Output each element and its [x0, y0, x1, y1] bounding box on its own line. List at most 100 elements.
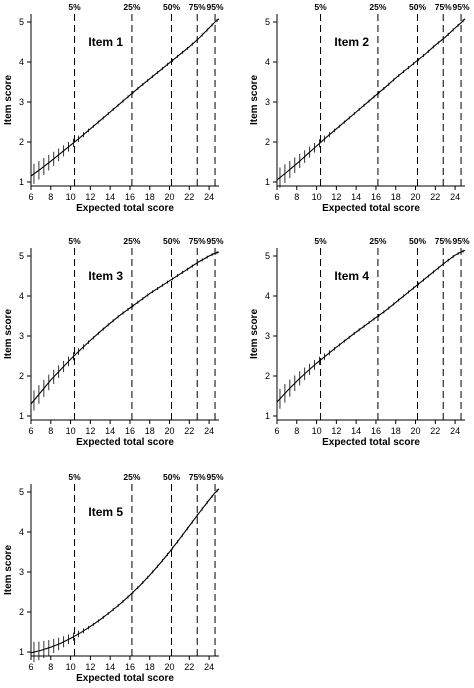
x-tick-label: 22: [184, 426, 194, 436]
x-tick-label: 16: [125, 662, 135, 672]
x-tick-label: 8: [48, 192, 53, 202]
x-tick-label: 10: [312, 192, 322, 202]
x-tick-label: 24: [204, 426, 214, 436]
x-tick-label: 20: [411, 426, 421, 436]
percentile-label: 5%: [314, 2, 327, 12]
percentile-label: 25%: [369, 236, 386, 246]
x-tick-label: 8: [48, 662, 53, 672]
series-line: [276, 18, 466, 181]
y-tick-label: 5: [265, 17, 270, 27]
x-tick-label: 24: [204, 662, 214, 672]
x-tick-label: 6: [274, 192, 279, 202]
percentile-label: 50%: [163, 236, 180, 246]
y-tick-label: 1: [19, 411, 24, 421]
percentile-label: 50%: [409, 236, 426, 246]
percentile-label: 5%: [68, 2, 81, 12]
y-tick-label: 1: [265, 411, 270, 421]
x-axis-label: Expected total score: [76, 437, 174, 448]
percentile-label: 50%: [409, 2, 426, 12]
x-tick-label: 20: [165, 192, 175, 202]
x-tick-label: 24: [450, 426, 460, 436]
percentile-label: 95%: [453, 2, 470, 12]
x-tick-label: 14: [351, 192, 361, 202]
x-tick-label: 10: [66, 426, 76, 436]
x-tick-label: 14: [105, 426, 115, 436]
x-tick-label: 18: [391, 192, 401, 202]
y-tick-label: 4: [19, 527, 24, 537]
x-tick-label: 18: [145, 192, 155, 202]
x-tick-label: 18: [145, 662, 155, 672]
y-axis-label: Item score: [249, 75, 260, 125]
y-axis-label: Item score: [249, 309, 260, 359]
x-tick-label: 6: [28, 426, 33, 436]
x-tick-label: 22: [184, 662, 194, 672]
y-tick-label: 2: [265, 137, 270, 147]
y-tick-label: 5: [19, 251, 24, 261]
x-axis-label: Expected total score: [76, 203, 174, 214]
x-tick-label: 12: [85, 426, 95, 436]
y-tick-label: 3: [19, 567, 24, 577]
x-tick-label: 8: [294, 426, 299, 436]
x-tick-label: 10: [66, 192, 76, 202]
percentile-label: 95%: [207, 2, 224, 12]
percentile-label: 50%: [163, 2, 180, 12]
y-tick-label: 3: [19, 331, 24, 341]
x-tick-label: 8: [48, 426, 53, 436]
x-tick-label: 16: [371, 192, 381, 202]
y-tick-label: 2: [265, 371, 270, 381]
percentile-label: 25%: [369, 2, 386, 12]
x-tick-label: 10: [66, 662, 76, 672]
x-tick-label: 22: [184, 192, 194, 202]
x-tick-label: 6: [28, 662, 33, 672]
x-tick-label: 12: [331, 192, 341, 202]
y-tick-label: 4: [19, 291, 24, 301]
y-tick-label: 2: [19, 137, 24, 147]
y-tick-label: 2: [19, 371, 24, 381]
x-tick-label: 14: [105, 662, 115, 672]
y-tick-label: 5: [19, 487, 24, 497]
series-line: [30, 488, 220, 654]
x-tick-label: 12: [85, 192, 95, 202]
y-tick-label: 5: [19, 17, 24, 27]
y-axis-label: Item score: [3, 545, 14, 595]
percentile-label: 75%: [189, 472, 206, 482]
panel-title: Item 5: [88, 505, 123, 519]
y-tick-label: 3: [19, 97, 24, 107]
panel-title: Item 4: [334, 269, 369, 283]
y-tick-label: 2: [19, 607, 24, 617]
percentile-label: 95%: [207, 236, 224, 246]
y-tick-label: 1: [19, 177, 24, 187]
percentile-label: 75%: [435, 236, 452, 246]
x-axis-label: Expected total score: [76, 673, 174, 684]
x-tick-label: 14: [105, 192, 115, 202]
percentile-label: 5%: [68, 236, 81, 246]
x-tick-label: 16: [371, 426, 381, 436]
series-line: [30, 251, 220, 405]
y-axis-label: Item score: [3, 75, 14, 125]
x-tick-label: 6: [28, 192, 33, 202]
x-tick-label: 14: [351, 426, 361, 436]
x-axis-label: Expected total score: [322, 203, 420, 214]
x-tick-label: 20: [165, 662, 175, 672]
percentile-label: 50%: [163, 472, 180, 482]
percentile-label: 5%: [68, 472, 81, 482]
x-axis-label: Expected total score: [322, 437, 420, 448]
x-tick-label: 18: [145, 426, 155, 436]
x-tick-label: 24: [204, 192, 214, 202]
x-tick-label: 16: [125, 192, 135, 202]
x-tick-label: 10: [312, 426, 322, 436]
series-line: [276, 249, 466, 403]
percentile-label: 95%: [453, 236, 470, 246]
percentile-label: 25%: [123, 236, 140, 246]
percentile-label: 5%: [314, 236, 327, 246]
x-tick-label: 8: [294, 192, 299, 202]
y-tick-label: 5: [265, 251, 270, 261]
series-line: [30, 18, 220, 177]
x-tick-label: 22: [430, 192, 440, 202]
